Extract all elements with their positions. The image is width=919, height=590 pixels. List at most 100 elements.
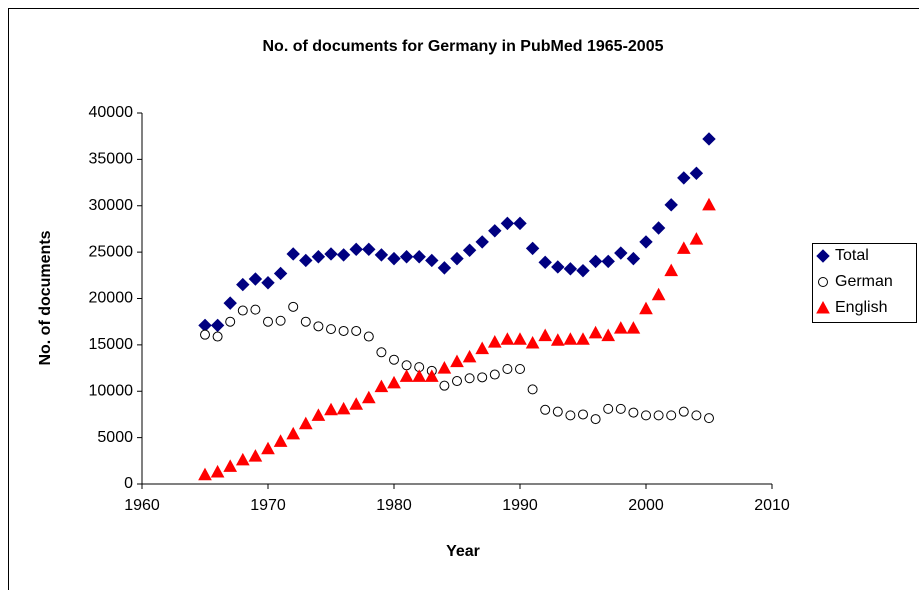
- point: [525, 335, 540, 349]
- point: [615, 403, 626, 414]
- point: [525, 241, 540, 256]
- point: [261, 276, 275, 290]
- point: [263, 316, 273, 327]
- point: [601, 254, 615, 269]
- point: [538, 328, 553, 342]
- point: [641, 410, 651, 421]
- legend-label: Total: [835, 247, 869, 264]
- point: [475, 341, 490, 355]
- point: [288, 301, 299, 312]
- x-tick-label: 1980: [376, 497, 412, 514]
- point: [540, 404, 551, 415]
- x-axis-label: Year: [446, 543, 480, 560]
- y-tick-label: 30000: [89, 197, 134, 214]
- point: [412, 250, 426, 264]
- point: [515, 363, 525, 374]
- point: [462, 243, 477, 257]
- point: [275, 315, 286, 326]
- point: [538, 255, 552, 270]
- point: [563, 262, 578, 276]
- point: [704, 413, 714, 424]
- point: [613, 321, 628, 334]
- point: [689, 232, 704, 245]
- point: [223, 296, 237, 310]
- point: [261, 441, 275, 455]
- legend-marker: [816, 249, 830, 263]
- point: [450, 251, 464, 266]
- point: [590, 414, 601, 425]
- point: [488, 224, 502, 238]
- point: [425, 253, 439, 268]
- point: [578, 409, 588, 420]
- point: [664, 263, 679, 277]
- point: [225, 316, 236, 327]
- point: [401, 360, 412, 371]
- y-tick-label: 5000: [97, 429, 133, 446]
- point: [614, 246, 628, 260]
- point: [363, 331, 374, 342]
- point: [361, 390, 376, 404]
- point: [678, 406, 689, 417]
- point: [677, 171, 691, 185]
- point: [689, 166, 704, 180]
- x-tick-label: 2000: [628, 497, 664, 514]
- point: [349, 397, 364, 410]
- point: [626, 321, 641, 334]
- point: [362, 242, 376, 257]
- point: [200, 329, 210, 340]
- point: [462, 349, 477, 363]
- point: [500, 216, 515, 231]
- y-tick-label: 10000: [89, 382, 134, 399]
- point: [387, 375, 401, 389]
- point: [666, 410, 677, 421]
- point: [399, 369, 414, 382]
- point: [273, 266, 288, 281]
- point: [628, 407, 639, 418]
- point: [601, 328, 616, 342]
- point: [286, 247, 300, 261]
- point: [550, 333, 565, 346]
- y-tick-label: 20000: [89, 290, 134, 307]
- point: [653, 410, 664, 421]
- point: [424, 369, 439, 382]
- point: [399, 250, 414, 264]
- point: [324, 247, 338, 261]
- point: [374, 248, 389, 262]
- chart-title: No. of documents for Germany in PubMed 1…: [263, 38, 664, 55]
- point: [299, 253, 313, 268]
- point: [702, 132, 716, 146]
- x-tick-label: 2010: [754, 497, 790, 514]
- point: [576, 263, 590, 278]
- point: [552, 406, 563, 417]
- point: [349, 242, 363, 257]
- point: [502, 363, 513, 374]
- point: [565, 410, 576, 421]
- point: [210, 318, 225, 333]
- point: [273, 434, 288, 447]
- point: [389, 354, 399, 365]
- point: [500, 332, 515, 345]
- legend-marker: [818, 277, 828, 287]
- point: [250, 304, 261, 315]
- y-tick-label: 0: [124, 475, 133, 492]
- point: [527, 384, 538, 395]
- point: [387, 251, 401, 266]
- y-tick-label: 40000: [89, 104, 134, 121]
- chart-border: [8, 8, 919, 590]
- point: [298, 416, 313, 430]
- point: [374, 379, 389, 393]
- point: [651, 287, 666, 301]
- point: [551, 260, 565, 274]
- point: [198, 467, 212, 481]
- point: [311, 250, 326, 264]
- point: [626, 251, 641, 266]
- point: [588, 325, 603, 339]
- point: [489, 369, 500, 380]
- point: [336, 248, 351, 262]
- point: [603, 403, 614, 414]
- point: [563, 332, 578, 345]
- point: [212, 331, 223, 342]
- y-tick-label: 15000: [89, 336, 134, 353]
- legend-marker: [816, 300, 830, 314]
